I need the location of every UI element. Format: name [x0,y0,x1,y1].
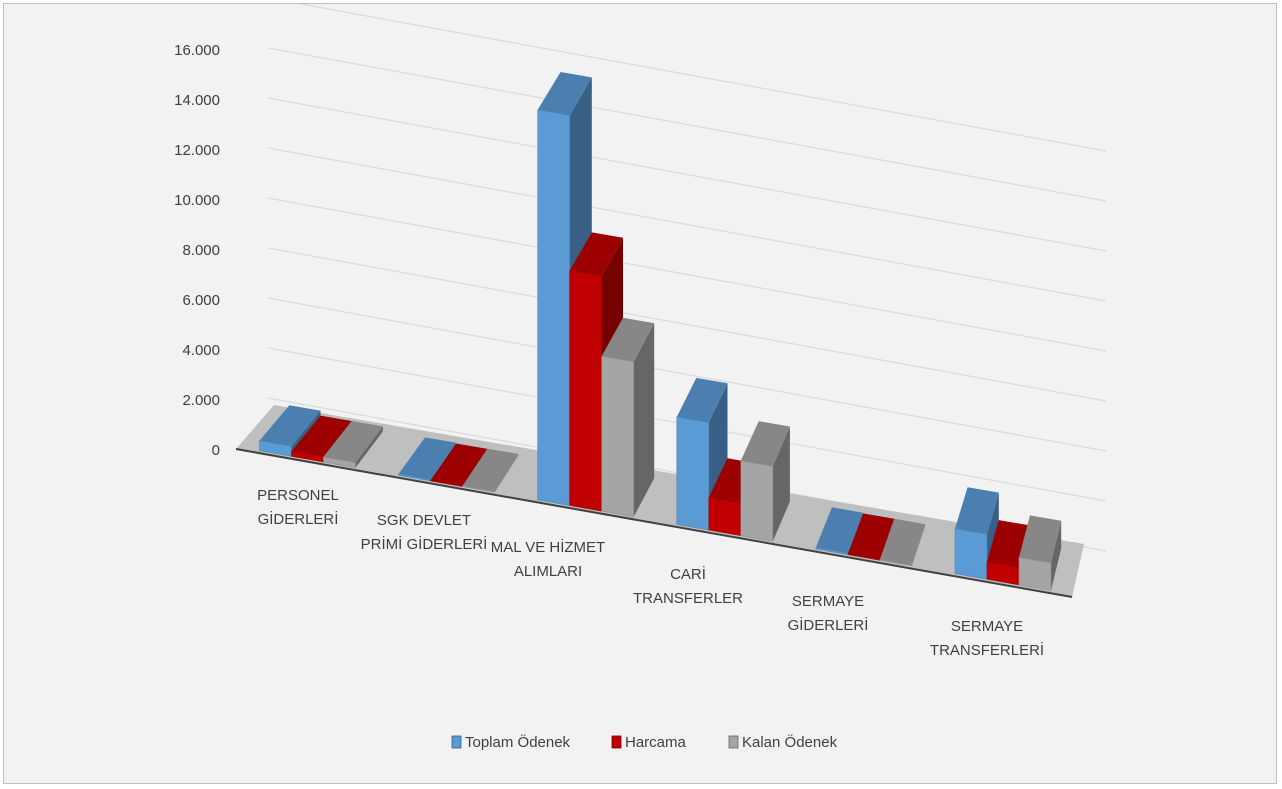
bar-front [676,416,710,531]
bar-top [569,232,623,277]
bar-top [601,317,655,362]
bar-top [398,437,457,480]
y-tick-label: 10.000 [174,192,220,209]
gridlines [267,4,1107,552]
bar [740,421,790,542]
category-label: TRANSFERLER [633,590,743,607]
bar-top [430,443,488,486]
bar-top [537,72,592,116]
bar [954,487,999,580]
bar [569,232,623,512]
y-tick-label: 2.000 [182,392,220,409]
category-label: TRANSFERLERİ [930,641,1044,659]
y-tick-label: 12.000 [174,142,220,159]
bar-front [323,456,356,468]
y-tick-label: 0 [212,442,220,459]
bar-side [1051,520,1062,591]
bar-side [772,426,790,542]
bar-top [740,421,790,467]
category-label: PRİMİ GİDERLERİ [361,535,488,553]
legend-label: Harcama [625,734,687,751]
bar-top [462,448,519,492]
y-tick-label: 6.000 [182,292,220,309]
y-tick-label: 4.000 [182,342,220,359]
bar-front [1018,557,1052,591]
bar-side [911,524,926,566]
gridline [267,297,1107,452]
bar-top [323,421,383,463]
bar-top [987,520,1030,568]
chart-area: 0 2.000 4.000 6.000 8.000 10.000 12.000 14.000 1… [3,3,1277,784]
bar-front [954,528,988,580]
legend-label: Kalan Ödenek [742,733,838,751]
gridline [267,247,1107,402]
legend-swatch [451,735,462,749]
bar [601,317,655,518]
category-label: SERMAYE [951,618,1023,635]
legend: Toplam Ödenek Harcama Kalan Ödenek [451,733,838,751]
category-label: CARİ [670,565,706,583]
bar [1018,515,1062,591]
y-tick-label: 8.000 [182,242,220,259]
category-label: PERSONEL [257,487,339,504]
legend-item: Harcama [611,734,687,751]
bar-side [494,454,519,493]
y-tick-label: 14.000 [174,92,220,109]
gridline [267,97,1107,252]
bar [323,421,383,468]
bars [259,72,1062,591]
bar-front [259,440,292,457]
bar-front [462,485,495,493]
bar-front [537,109,571,506]
legend-label: Toplam Ödenek [465,733,571,751]
bar-front [708,497,742,537]
category-label: MAL VE HİZMET [491,538,605,556]
category-label: SGK DEVLET [377,512,471,529]
bar-front [815,547,849,555]
bar [879,518,926,567]
category-label: GİDERLERİ [258,510,339,528]
x-axis-line [235,448,1073,598]
category-label: SERMAYE [792,593,864,610]
bar-side [633,323,655,517]
bar-top [259,405,321,447]
legend-item: Kalan Ödenek [728,733,838,751]
bar-top [879,518,926,566]
bar [462,448,519,493]
bar-front [398,473,431,482]
bar-top [291,415,352,457]
bar-front [879,559,913,567]
legend-swatch [611,735,622,749]
gridline [267,47,1107,202]
bar-top [847,513,895,560]
bar-side [355,426,383,468]
bar-top [676,377,728,423]
bar-front [740,460,774,542]
bar-front [569,270,603,512]
bar-top [815,507,864,554]
bar-front [601,355,635,518]
category-label: ALIMLARI [514,563,582,580]
legend-swatch [728,735,739,749]
bar-top [955,487,999,535]
legend-item: Toplam Ödenek [451,733,571,751]
bar-chart-3d: 0 2.000 4.000 6.000 8.000 10.000 12.000 14.000 1… [174,4,1107,751]
y-tick-label: 16.000 [174,42,220,59]
gridline [297,4,1107,152]
y-axis-tick-labels: 0 2.000 4.000 6.000 8.000 10.000 12.000 14.000 1… [174,42,220,459]
category-labels: PERSONEL GİDERLERİ SGK DEVLET PRİMİ GİDERLE… [257,487,1044,659]
gridline [267,197,1107,352]
category-label: GİDERLERİ [788,616,869,634]
bar-top [1019,515,1062,563]
gridline [267,147,1107,302]
